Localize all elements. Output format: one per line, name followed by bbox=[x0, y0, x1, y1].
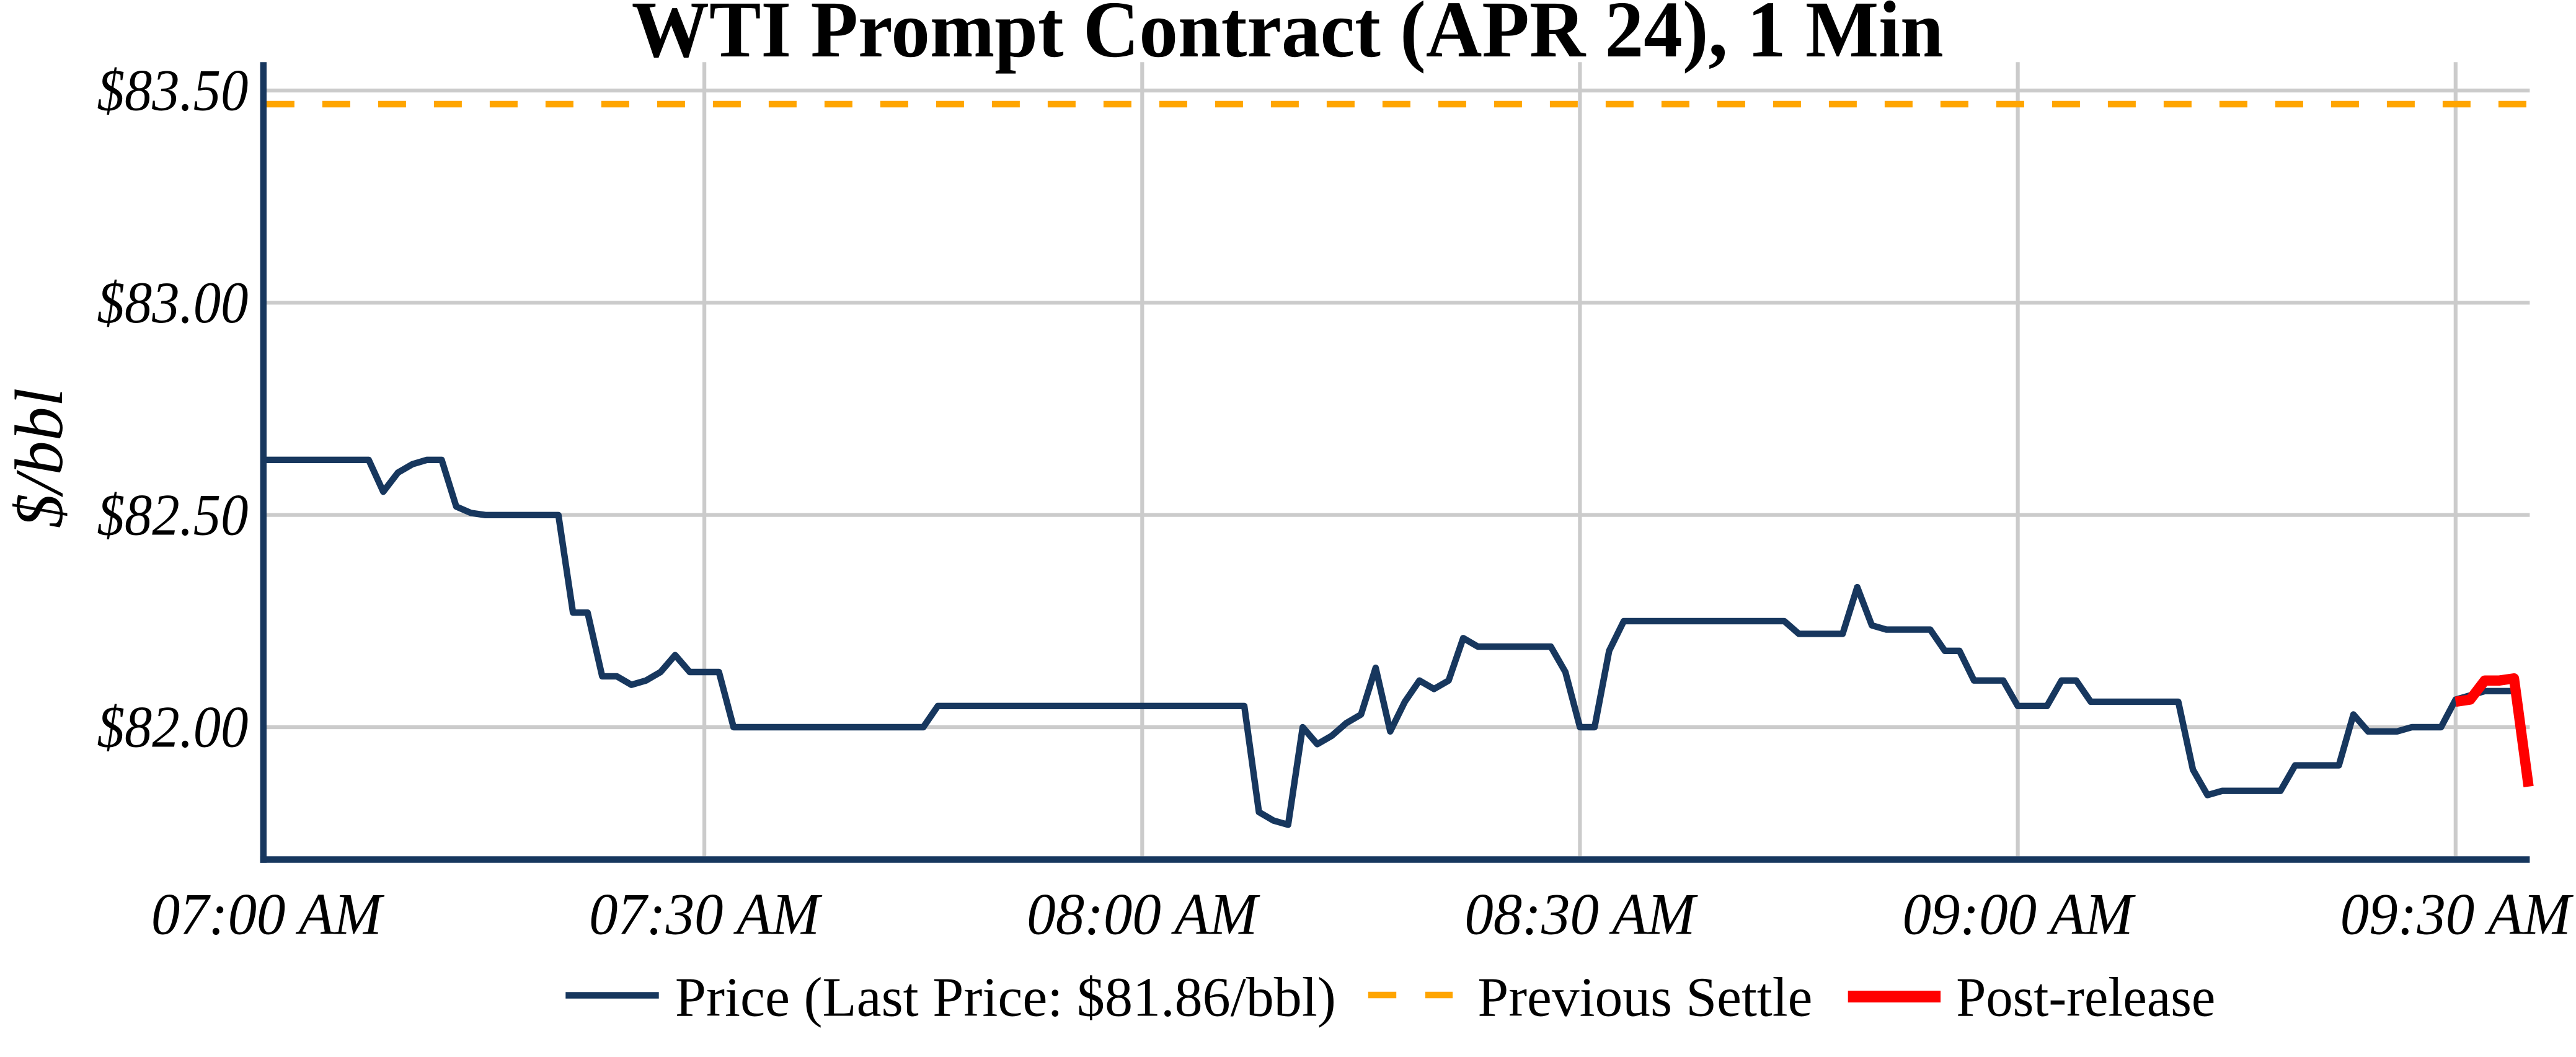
svg-text:07:00 AM: 07:00 AM bbox=[151, 881, 385, 947]
svg-text:WTI Prompt Contract (APR 24),: WTI Prompt Contract (APR 24), 1 Min bbox=[632, 0, 1944, 74]
svg-text:08:00 AM: 08:00 AM bbox=[1027, 881, 1260, 947]
svg-text:07:30 AM: 07:30 AM bbox=[589, 881, 823, 947]
svg-text:$/bbl: $/bbl bbox=[1, 388, 77, 528]
svg-text:$82.50: $82.50 bbox=[97, 482, 249, 547]
svg-text:Previous Settle: Previous Settle bbox=[1477, 967, 1812, 1028]
svg-text:$83.00: $83.00 bbox=[97, 270, 249, 335]
svg-text:08:30 AM: 08:30 AM bbox=[1464, 881, 1698, 947]
svg-text:Post-release: Post-release bbox=[1956, 967, 2215, 1028]
svg-text:$83.50: $83.50 bbox=[97, 58, 249, 123]
svg-text:$82.00: $82.00 bbox=[97, 694, 249, 760]
svg-text:09:30 AM: 09:30 AM bbox=[2340, 881, 2574, 947]
svg-text:09:00 AM: 09:00 AM bbox=[1903, 881, 2136, 947]
svg-text:Price (Last Price: $81.86/bbl): Price (Last Price: $81.86/bbl) bbox=[675, 967, 1336, 1028]
